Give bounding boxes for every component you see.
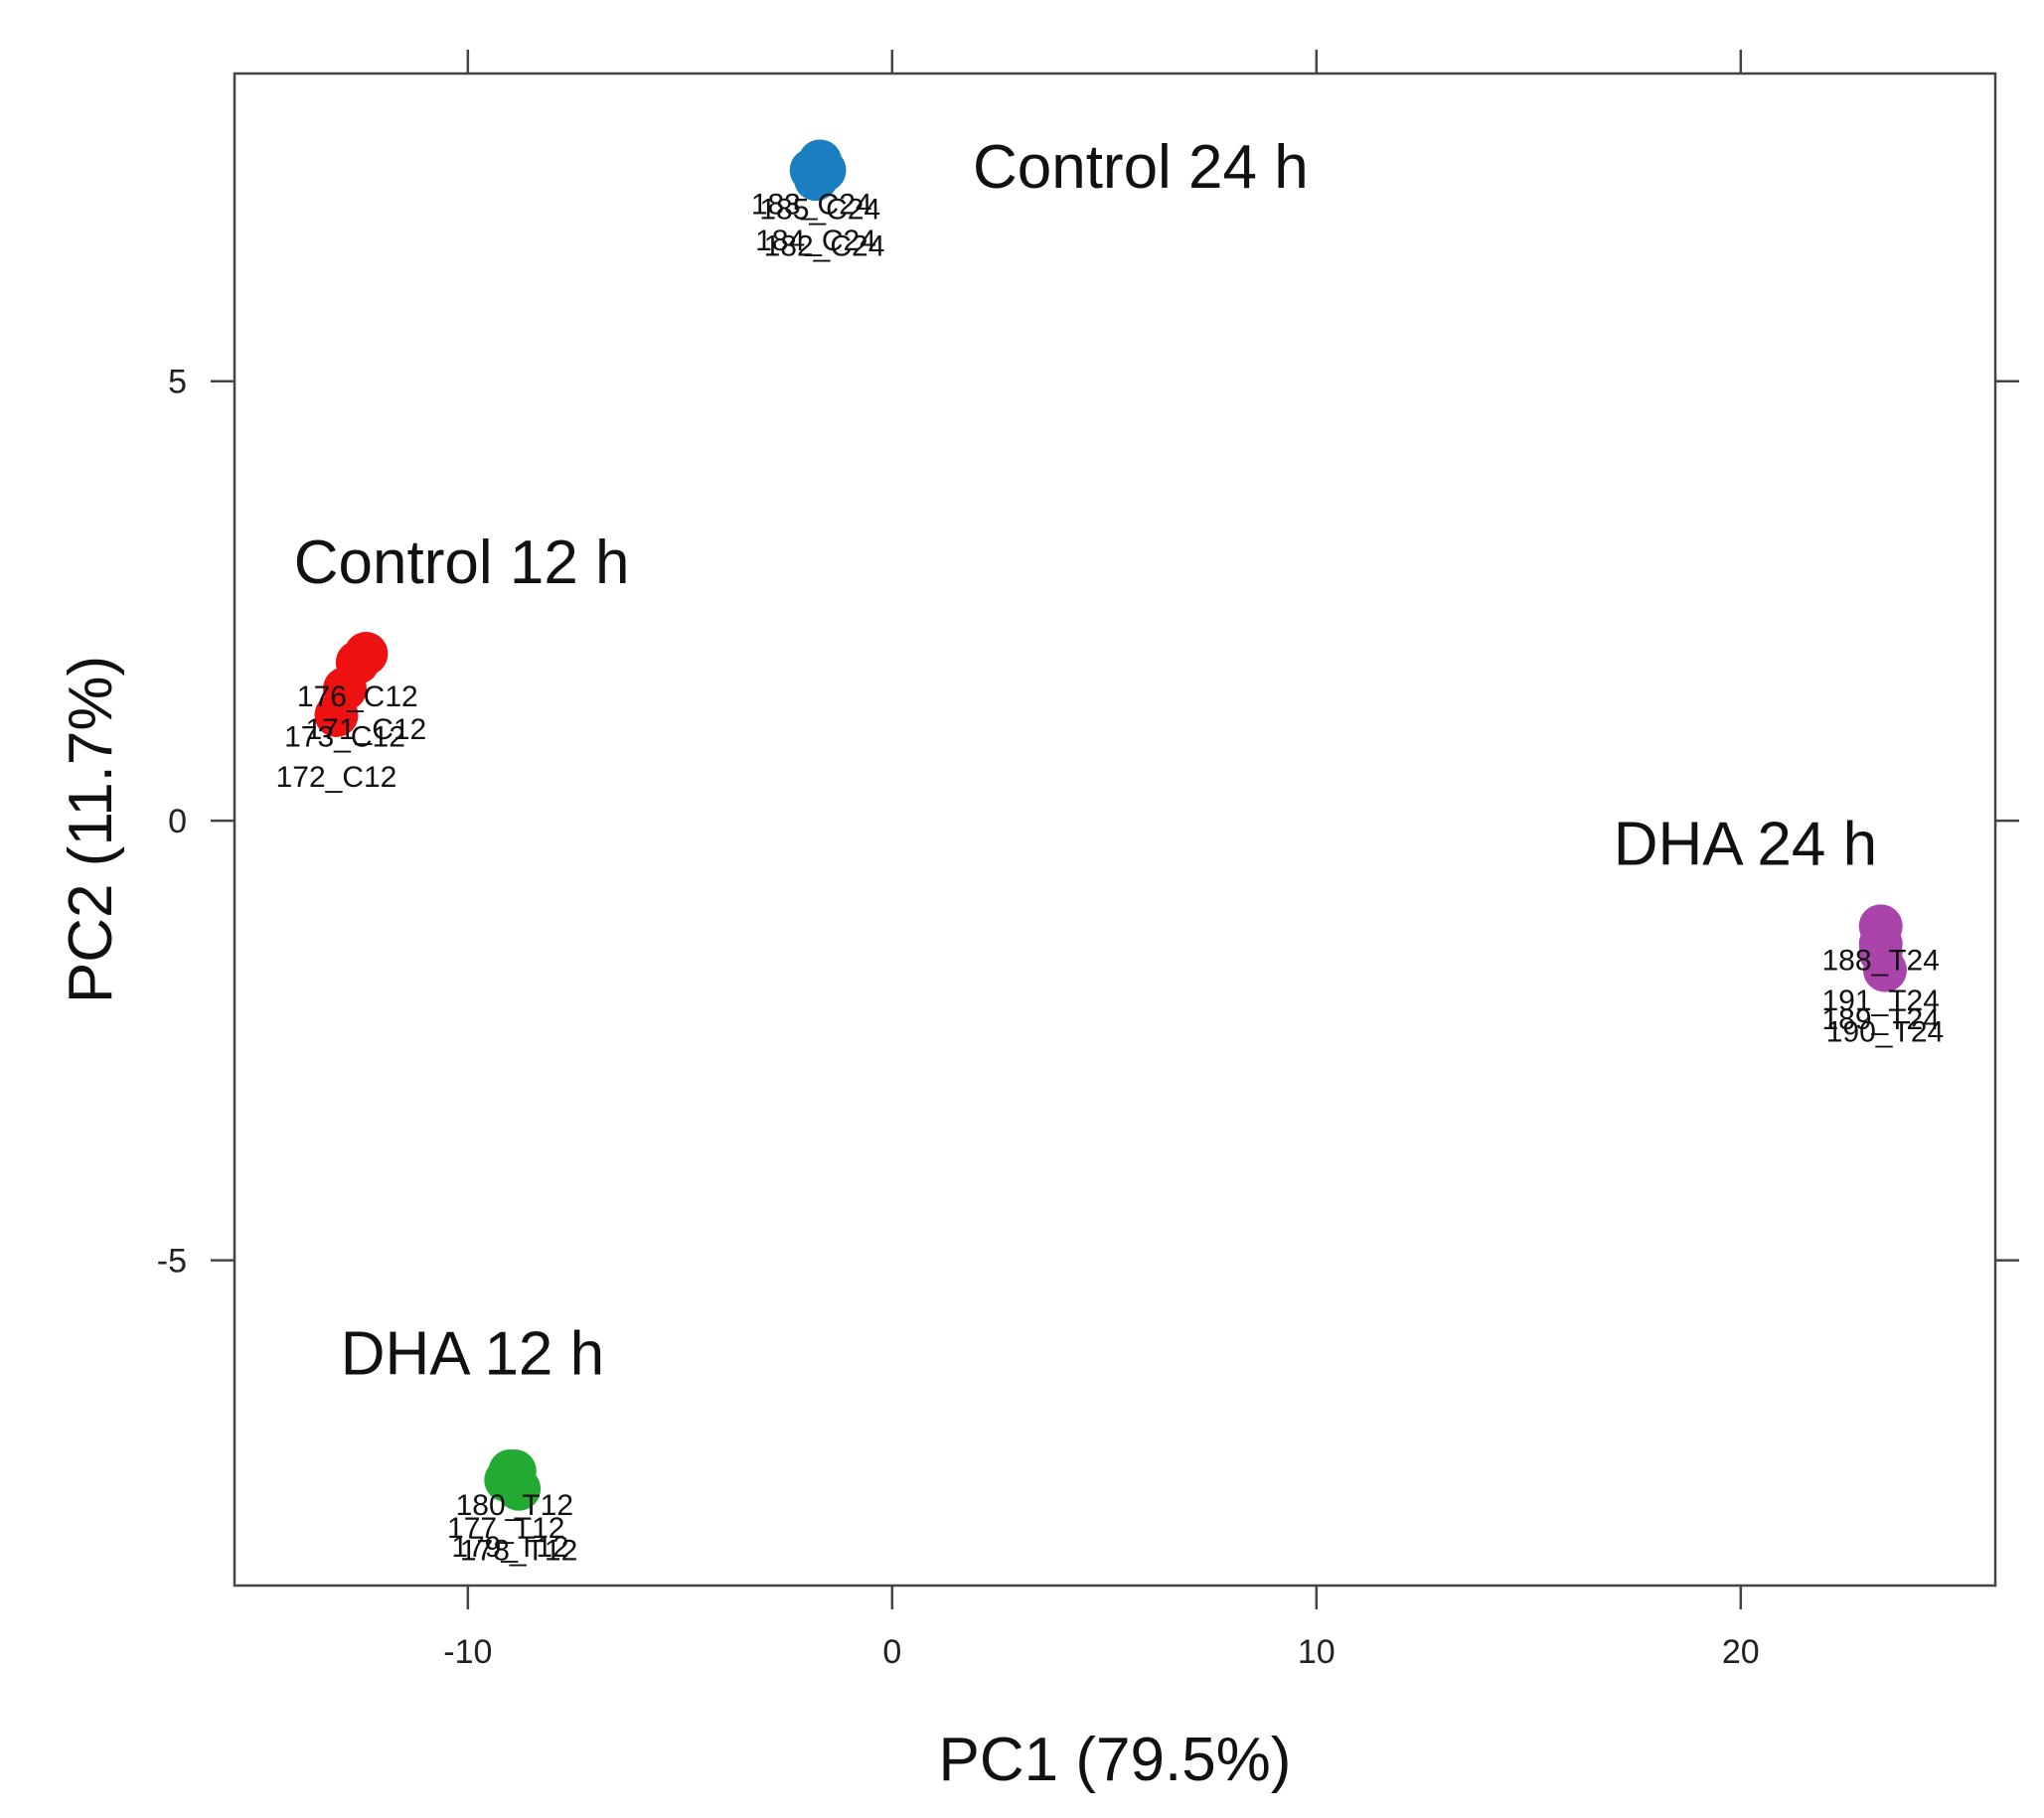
data-point — [488, 1448, 533, 1493]
data-point — [314, 692, 359, 737]
x-tick-label: 20 — [1722, 1633, 1760, 1671]
group-label: Control 12 h — [294, 529, 630, 597]
x-axis-title: PC1 (79.5%) — [939, 1726, 1292, 1794]
sample-label: 183_C24 — [751, 188, 872, 221]
x-tick-label: 0 — [882, 1633, 901, 1671]
plot-area: -10 0 10 20 -5 0 5 176_C12 173_C12 172_C12 171_C12… — [157, 50, 2019, 1671]
sample-label: 188_T24 — [1821, 944, 1939, 977]
sample-label: 178_T12 — [460, 1535, 577, 1568]
sample-label: 172_C12 — [276, 761, 397, 794]
y-tick-label: 5 — [168, 364, 187, 401]
data-point — [802, 148, 847, 193]
sample-label: 171_C12 — [305, 713, 426, 746]
sample-label: 173_C12 — [284, 720, 405, 753]
x-tick-label: -10 — [443, 1633, 492, 1671]
y-tick-label: -5 — [157, 1243, 187, 1281]
y-tick-label: 0 — [168, 803, 187, 840]
sample-label: 190_T24 — [1826, 1016, 1944, 1049]
data-point — [1858, 922, 1903, 967]
sample-label: 179_T12 — [451, 1531, 568, 1564]
sample-label: 177_T12 — [447, 1512, 564, 1545]
x-tick-label: 10 — [1298, 1633, 1336, 1671]
group-label: DHA 12 h — [341, 1320, 604, 1389]
sample-label: 191_T24 — [1821, 985, 1939, 1017]
plot-frame — [233, 72, 1997, 1588]
y-axis-title: PC2 (11.7%) — [57, 656, 125, 1003]
sample-label: 185_C24 — [759, 193, 880, 226]
sample-label: 182_C24 — [764, 229, 885, 262]
group-label: DHA 24 h — [1614, 810, 1877, 878]
group-label: Control 24 h — [973, 133, 1309, 202]
sample-label: 189_T24 — [1821, 1003, 1939, 1036]
sample-label: 176_C12 — [297, 681, 418, 713]
sample-label: 184_C24 — [755, 225, 876, 257]
sample-label: 180_T12 — [456, 1489, 573, 1522]
data-point — [344, 632, 389, 677]
